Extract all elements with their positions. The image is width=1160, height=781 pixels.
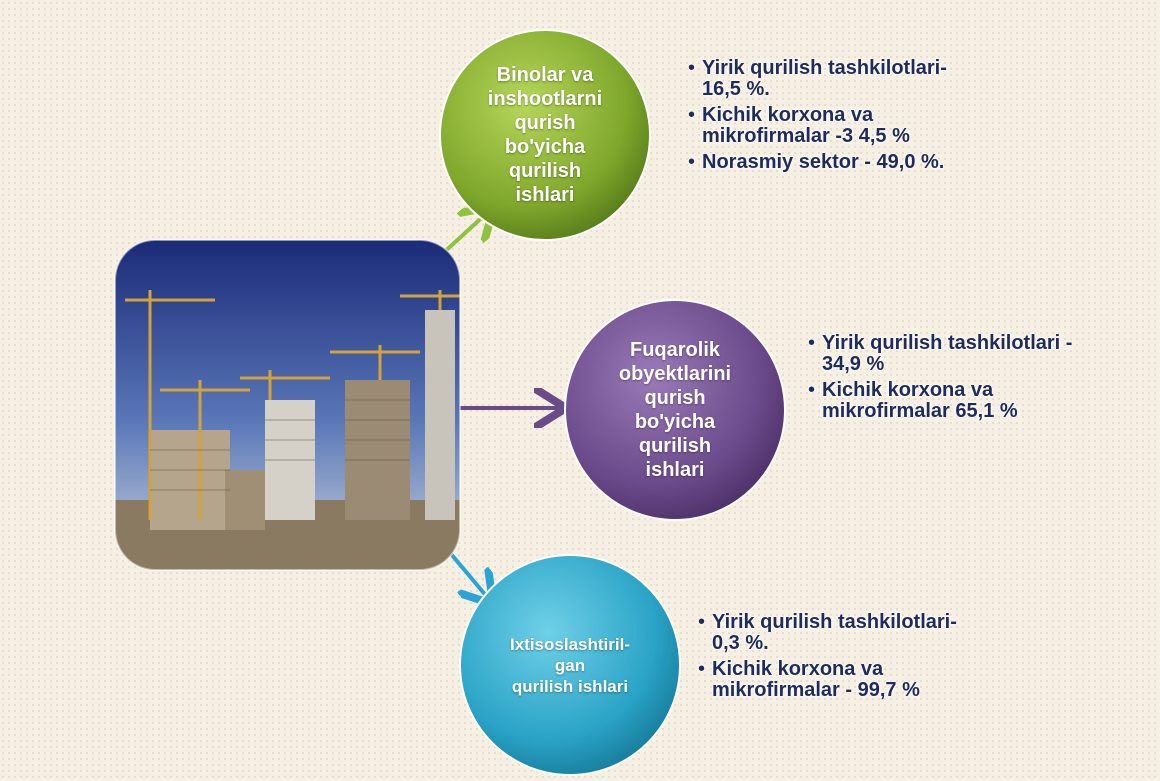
bullet-line: Yirik qurilish tashkilotlari- [702,57,947,79]
label-line: gan [554,655,586,675]
bullet-line: mikrofirmalar 65,1 % [822,400,1018,422]
category-circle [439,29,651,241]
bullet-line: Yirik qurilish tashkilotlari- [712,611,957,633]
bullet-list: Yirik qurilish tashkilotlari -34,9 % Kich… [808,333,1072,427]
label-line: bo'yicha [634,411,716,433]
bullet-line: Yirik qurilish tashkilotlari - [822,332,1073,354]
label-line: bo'yicha [504,136,586,158]
label-line: qurilish ishlari [511,676,629,696]
circle-label: Fuqarolik obyektlarini qurish bo'yicha quril… [585,310,765,510]
bullet-line: Kichik korxona va [712,658,884,680]
label-line: inshootlarni [487,88,603,110]
bullet-item: Yirik qurilish tashkilotlari-16,5 %. [688,58,947,100]
category-circle [564,299,786,521]
bullet-item: Norasmiy sektor - 49,0 %. [688,151,947,174]
label-line: qurilish [508,160,582,182]
label-line: ishlari [645,459,705,481]
category-circle [459,554,681,776]
circle-label: Ixtisoslashtiril-gan qurilish ishlari [475,565,665,765]
photo-frame [114,239,461,571]
label-line: Ixtisoslashtiril- [510,634,630,654]
label-line: Fuqarolik [629,339,720,361]
bullet-list: Yirik qurilish tashkilotlari-16,5 %. Kich… [688,58,947,178]
bullet-line: Norasmiy sektor - 49,0 %. [702,151,945,173]
bullet-line: mikrofirmalar - 99,7 % [712,679,920,701]
bullet-line: 34,9 % [822,353,885,375]
construction-photo [115,240,460,570]
label-line: qurilish [638,435,712,457]
circle-label: Binolar va inshootlarni qurish bo'yicha quri… [455,35,635,235]
arrow [438,212,488,258]
bullet-list: Yirik qurilish tashkilotlari-0,3 %. Kichi… [698,612,957,706]
label-line: obyektlarini [618,363,732,385]
bullet-line: Kichik korxona va [822,379,994,401]
label-line: qurish [514,112,576,134]
arrow [444,546,488,598]
bullet-line: Kichik korxona va [702,104,874,126]
label-line: qurish [644,387,706,409]
label-line: Binolar va [496,64,594,86]
bullet-line: 16,5 %. [702,78,770,100]
label-line: ishlari [515,184,575,206]
bullet-line: 0,3 %. [712,632,769,654]
bullet-line: mikrofirmalar -3 4,5 % [702,125,910,147]
bullet-item: Yirik qurilish tashkilotlari-0,3 %. [698,612,957,654]
bullet-item: Yirik qurilish tashkilotlari -34,9 % [808,333,1072,375]
